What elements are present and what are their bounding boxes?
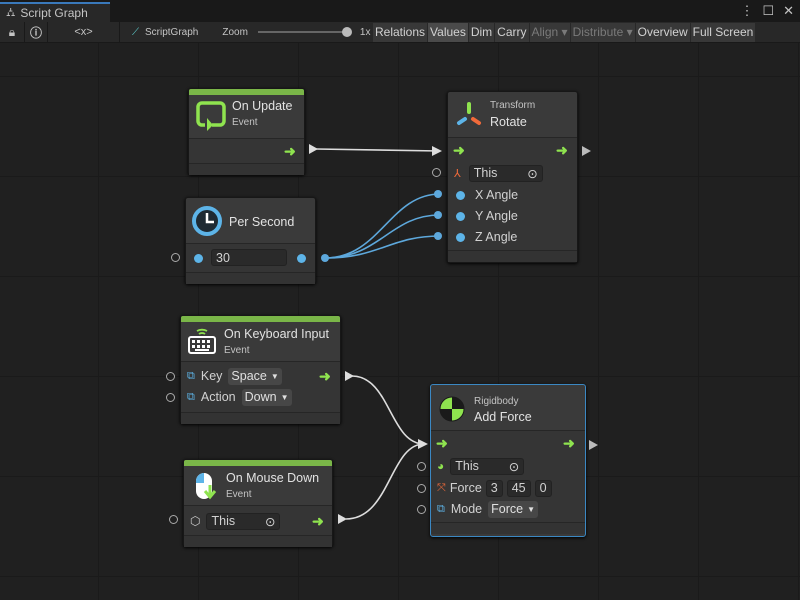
target-input-port[interactable] [169,515,178,524]
flow-input-arrow[interactable]: ➜ [453,142,465,158]
x-angle-port[interactable] [456,190,465,200]
node-transform-rotate[interactable]: Transform Rotate ➜ ➜ ⅄ This ⊙ X Angle Y A… [447,91,578,263]
node-on-keyboard-input[interactable]: On Keyboard Input Event ⧉ Key Space ▼ ➜ ⧉… [180,315,341,424]
flow-output-arrow[interactable]: ➜ [556,142,568,158]
object-picker-icon: ⊙ [508,459,520,474]
target-field[interactable]: This ⊙ [206,512,281,530]
embed-button[interactable]: <x> [48,22,120,42]
toolbar-button-distribute[interactable]: Distribute ▾ [570,22,635,42]
per-second-input[interactable]: 30 [211,249,287,266]
enum-icon: ⧉ [187,390,195,403]
force-y-input[interactable]: 45 [506,479,531,497]
graph-name[interactable]: ScriptGraph [145,26,199,38]
close-icon[interactable]: ✕ [783,3,794,18]
zoom-label: Zoom [222,26,248,38]
tab-script-graph[interactable]: ⛼ Script Graph [0,2,110,22]
graph-icon: ⟋ [132,26,139,38]
update-loop-icon [196,101,226,131]
target-field[interactable]: This ⊙ [450,457,525,475]
flow-output-arrow[interactable]: ➜ [319,368,331,384]
force-z-input[interactable]: 0 [534,479,552,497]
enum-icon: ⧉ [187,369,195,382]
object-picker-icon: ⊙ [265,514,276,529]
toolbar-button-relations[interactable]: Relations [373,22,428,42]
key-dropdown[interactable]: Space ▼ [228,367,282,385]
enum-icon: ⧉ [437,502,445,515]
maximize-icon[interactable]: ☐ [762,3,775,18]
toolbar-button-values[interactable]: Values [428,22,468,42]
force-input-port[interactable] [417,484,426,493]
z-angle-port[interactable] [456,232,465,242]
keyboard-icon [188,328,216,354]
y-angle-port[interactable] [456,211,465,221]
flow-input-arrow[interactable]: ➜ [436,435,448,451]
flow-output-port[interactable] [589,440,598,450]
hierarchy-icon: ⛼ [6,5,16,19]
toolbar-button-full-screen[interactable]: Full Screen [690,22,756,42]
flow-output-arrow[interactable]: ➜ [563,435,575,451]
node-per-second[interactable]: Per Second 30 [185,197,316,284]
flow-output-arrow[interactable]: ➜ [312,513,324,529]
mode-dropdown[interactable]: Force ▼ [488,500,539,518]
force-x-input[interactable]: 3 [485,479,503,497]
action-input-port[interactable] [166,393,175,402]
kebab-icon[interactable]: ⋮ [740,3,754,18]
zoom-slider[interactable] [257,27,352,37]
toolbar-button-carry[interactable]: Carry [495,22,529,42]
node-on-update[interactable]: On Update Event ➜ [188,88,305,175]
rigidbody-icon: ◕ [437,459,445,473]
toolbar-button-overview[interactable]: Overview [635,22,690,42]
flow-output-port[interactable] [582,146,591,156]
object-picker-icon: ⊙ [527,166,538,181]
cube-icon: ⬡ [190,514,201,528]
flow-output-arrow[interactable]: ➜ [284,143,296,159]
value-input-port[interactable] [194,254,203,263]
toolbar: 🔒︎ ⓘ <x> ⟋ ScriptGraph Zoom 1x Relations… [0,22,800,43]
key-input-port[interactable] [166,372,175,381]
transform-icon [457,102,481,125]
info-icon[interactable]: ⓘ [25,22,48,42]
node-rigidbody-add-force[interactable]: Rigidbody Add Force ➜ ➜ ◕ This ⊙ ⤧ Force … [430,384,586,537]
rigidbody-icon [439,396,465,422]
lock-icon[interactable]: 🔒︎ [0,22,25,42]
vector3-icon: ⤧ [437,481,446,494]
clock-icon [192,206,222,236]
transform-icon: ⅄ [454,167,461,180]
graph-canvas[interactable] [0,43,800,600]
mouse-down-icon [196,473,217,500]
toolbar-button-dim[interactable]: Dim [468,22,495,42]
target-field[interactable]: This ⊙ [468,164,543,182]
target-input-port[interactable] [417,462,426,471]
action-dropdown[interactable]: Down ▼ [241,388,292,406]
node-on-mouse-down[interactable]: On Mouse Down Event ⬡ This ⊙ ➜ [183,459,333,547]
value-output-port[interactable] [297,254,306,263]
target-input-port[interactable] [432,168,441,177]
mode-input-port[interactable] [417,505,426,514]
zoom-value: 1x [359,26,371,38]
tab-bar: ⛼ Script Graph ⋮ ☐ ✕ [0,0,800,22]
input-port[interactable] [171,253,180,262]
toolbar-button-align[interactable]: Align ▾ [529,22,570,42]
